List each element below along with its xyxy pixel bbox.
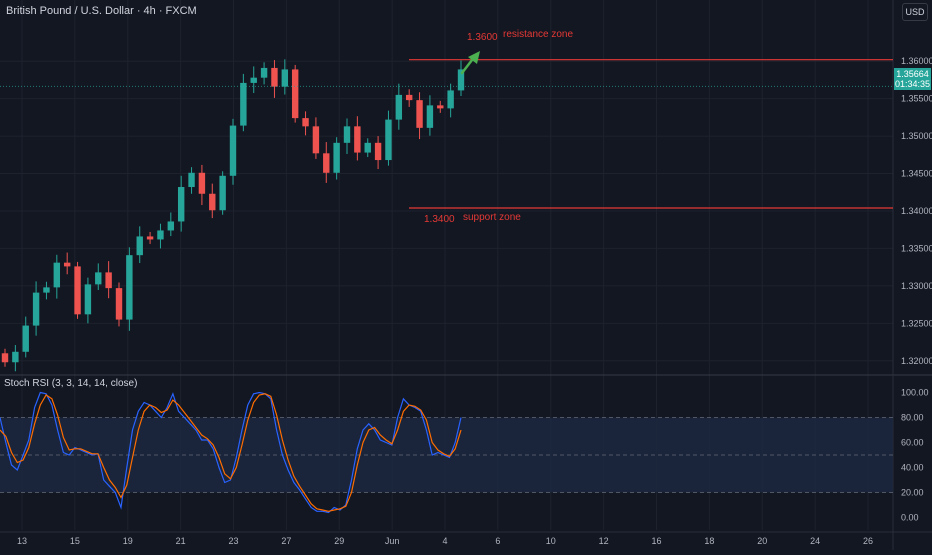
x-tick-label: 16 <box>651 536 661 546</box>
candle <box>426 105 434 128</box>
candle <box>302 118 309 127</box>
x-tick-label: 6 <box>495 536 500 546</box>
arrow-shaft <box>460 58 474 75</box>
currency-button[interactable]: USD <box>902 3 928 21</box>
candle <box>250 77 257 83</box>
candle <box>209 193 216 211</box>
candle <box>136 236 143 256</box>
x-tick-label: 15 <box>70 536 80 546</box>
candle <box>95 272 102 285</box>
rsi-y-tick-label: 100.00 <box>901 388 929 398</box>
y-tick-label: 1.35500 <box>901 94 932 104</box>
x-tick-label: 4 <box>442 536 447 546</box>
candle <box>281 69 289 87</box>
support-value-label: 1.3400 <box>424 214 455 225</box>
y-tick-label: 1.32500 <box>901 318 932 328</box>
candle <box>219 175 226 211</box>
candle <box>32 292 40 326</box>
candle <box>53 262 61 288</box>
candle <box>126 255 133 320</box>
x-tick-label: 26 <box>863 536 873 546</box>
candle <box>167 221 175 231</box>
y-tick-label: 1.33500 <box>901 243 932 253</box>
x-tick-label: 13 <box>17 536 27 546</box>
x-tick-label: 27 <box>281 536 291 546</box>
candle <box>105 272 112 289</box>
candle <box>385 119 392 161</box>
support-zone-label: support zone <box>463 212 521 223</box>
arrow-head <box>468 51 480 64</box>
candle <box>260 67 268 78</box>
x-tick-label: 18 <box>704 536 714 546</box>
candle <box>74 266 81 315</box>
candle <box>395 94 403 120</box>
last-price-value: 1.35664 <box>896 69 929 79</box>
candles <box>1 59 465 372</box>
up-arrow-icon <box>460 51 480 75</box>
rsi-y-tick-label: 80.00 <box>901 413 924 423</box>
candle <box>374 142 382 161</box>
candle <box>416 100 423 128</box>
y-tick-label: 1.34500 <box>901 169 932 179</box>
candle <box>12 351 19 363</box>
x-tick-label: Jun <box>385 536 400 546</box>
candle <box>364 142 371 153</box>
candle <box>43 287 50 293</box>
y-tick-label: 1.35000 <box>901 131 932 141</box>
last-price-tag: 1.35664 01:34:35 <box>894 68 931 90</box>
rsi-y-tick-label: 0.00 <box>901 513 919 523</box>
candle <box>343 126 351 143</box>
resistance-zone-label: resistance zone <box>503 29 573 40</box>
rsi-series-line-d <box>0 393 462 512</box>
candle <box>157 230 164 240</box>
candle <box>271 67 278 87</box>
candle <box>447 90 454 109</box>
candle <box>229 125 237 176</box>
candle <box>291 69 299 119</box>
x-tick-label: 10 <box>546 536 556 546</box>
rsi-y-tick-label: 60.00 <box>901 438 924 448</box>
y-tick-label: 1.32000 <box>901 356 932 366</box>
x-tick-label: 29 <box>334 536 344 546</box>
candle <box>323 153 330 173</box>
rsi-y-tick-label: 20.00 <box>901 488 924 498</box>
x-tick-label: 24 <box>810 536 820 546</box>
candle <box>312 126 320 154</box>
indicator-title: Stoch RSI (3, 3, 14, 14, close) <box>4 378 138 389</box>
candle <box>333 142 340 173</box>
candle <box>188 172 195 188</box>
y-tick-label: 1.36000 <box>901 56 932 66</box>
x-tick-label: 20 <box>757 536 767 546</box>
candle <box>115 288 123 320</box>
candle <box>198 172 206 194</box>
x-tick-label: 12 <box>599 536 609 546</box>
candle <box>354 126 361 153</box>
candle <box>437 105 444 109</box>
candle <box>457 69 465 91</box>
chart-title: British Pound / U.S. Dollar · 4h · FXCM <box>6 5 197 17</box>
candle <box>177 187 185 222</box>
candle <box>405 94 413 101</box>
x-tick-label: 23 <box>228 536 238 546</box>
candle <box>22 325 29 352</box>
candle <box>63 262 71 267</box>
candle <box>84 284 92 315</box>
candle <box>240 82 247 126</box>
y-tick-label: 1.34000 <box>901 206 932 216</box>
countdown-value: 01:34:35 <box>894 79 931 89</box>
rsi-y-tick-label: 40.00 <box>901 463 924 473</box>
candle <box>1 353 9 363</box>
y-tick-label: 1.33000 <box>901 281 932 291</box>
x-tick-label: 21 <box>176 536 186 546</box>
x-tick-label: 19 <box>123 536 133 546</box>
candle <box>146 236 154 240</box>
resistance-value-label: 1.3600 <box>467 32 498 43</box>
